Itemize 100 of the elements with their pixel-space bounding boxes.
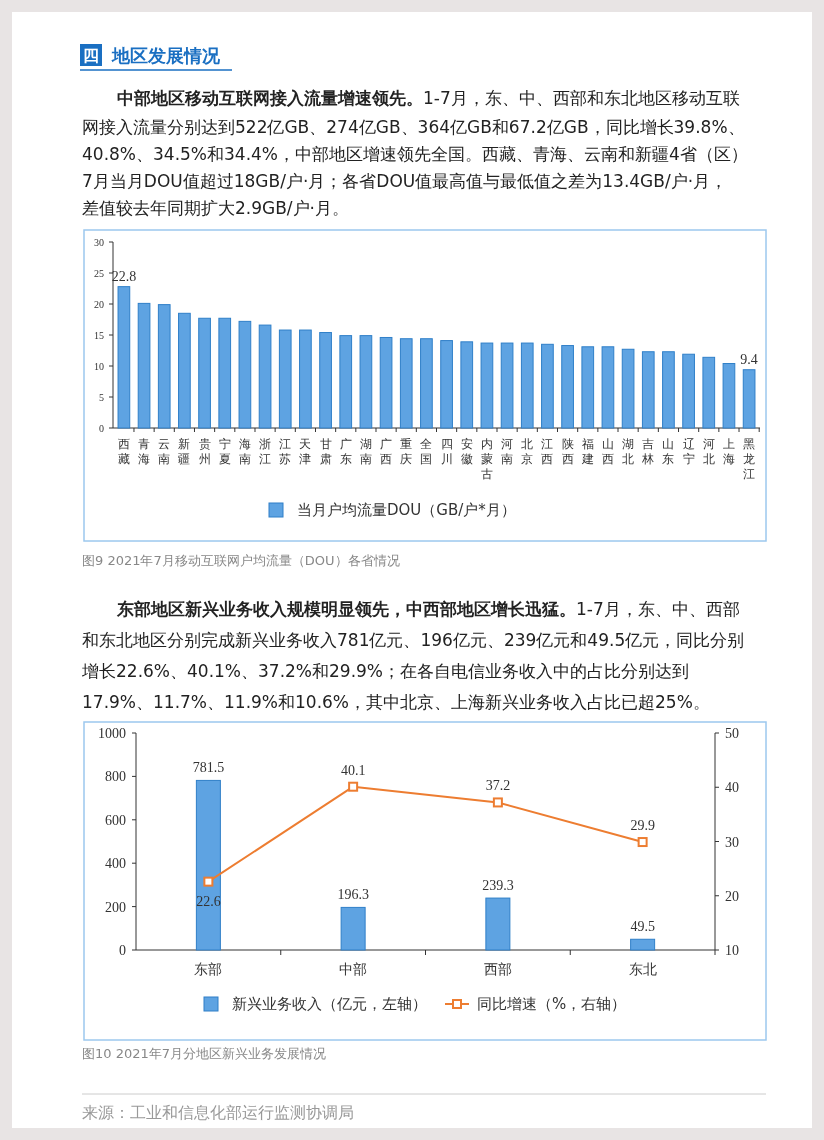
data-label: 22.6 — [196, 893, 221, 909]
data-label: 22.8 — [111, 268, 137, 284]
y-tick-label: 400 — [105, 856, 126, 872]
data-label: 49.5 — [630, 919, 655, 935]
legend-label: 新兴业务收入（亿元，左轴） — [232, 995, 427, 1013]
data-label: 781.5 — [192, 760, 225, 776]
data-label: 196.3 — [337, 887, 369, 903]
source-note: 来源：工业和信息化部运行监测协调局 — [82, 1103, 354, 1122]
bar — [561, 345, 574, 429]
text: 增长22.6%、40.1%、37.2%和29.9%；在各自电信业务收入中的占比分别达到 — [81, 661, 690, 681]
y-tick-label: 15 — [94, 330, 104, 341]
x-tick-label: 西部 — [483, 961, 512, 977]
y-tick-label: 0 — [119, 943, 126, 958]
bar — [630, 938, 656, 951]
x-tick-label: 东北 — [628, 961, 657, 977]
data-label: 37.2 — [485, 778, 511, 794]
data-label: 40.1 — [340, 762, 366, 778]
text: 图9 2021年7月移动互联网户均流量（DOU）各省情况 — [82, 553, 400, 568]
text: 差值较去年同期扩大2.9GB/户·月。 — [82, 198, 350, 218]
bar — [178, 312, 191, 429]
bar — [485, 897, 511, 951]
x-tick-label: 新疆 — [178, 437, 191, 466]
bar — [601, 346, 615, 429]
data-label: 9.4 — [740, 351, 758, 367]
x-tick-label: 东部 — [194, 961, 223, 977]
x-tick-label: 广东 — [339, 437, 352, 466]
x-tick-label: 内蒙古 — [480, 437, 493, 481]
bar — [195, 779, 221, 951]
bar — [722, 363, 736, 429]
point — [348, 781, 359, 792]
x-tick-label: 全国 — [420, 437, 433, 466]
x-tick-label: 山东 — [662, 437, 675, 466]
bar — [157, 304, 171, 429]
bar — [359, 335, 373, 429]
y2-tick-label: 10 — [725, 943, 739, 958]
x-tick-label: 湖北 — [622, 437, 635, 466]
text: 1-7月，东、中、西部和东北地区移动互联 — [423, 88, 740, 108]
x-tick-label: 河南 — [501, 437, 514, 466]
bar — [399, 338, 413, 429]
bar — [641, 351, 655, 429]
bar — [319, 332, 332, 429]
x-tick-label: 海南 — [238, 437, 251, 466]
y-tick-label: 30 — [94, 237, 104, 248]
bar — [198, 317, 211, 429]
text: 和东北地区分别完成新兴业务收入781亿元、196亿元、239亿元和49.5亿元，同比分别 — [82, 630, 745, 650]
text: 地区发展情况 — [111, 45, 221, 66]
y-tick-label: 0 — [99, 423, 104, 434]
x-tick-label: 广西 — [380, 437, 393, 466]
x-tick-label: 重庆 — [400, 437, 413, 466]
x-tick-label: 湖南 — [359, 437, 372, 466]
bar — [460, 341, 474, 429]
x-tick-label: 江西 — [541, 437, 554, 466]
text: 1-7月，东、中、西部 — [576, 599, 740, 619]
y2-tick-label: 40 — [725, 780, 739, 796]
y2-tick-label: 30 — [725, 834, 739, 850]
x-tick-label: 四川 — [440, 437, 453, 466]
bar — [702, 356, 716, 429]
x-tick-label: 西藏 — [117, 437, 130, 466]
text: 17.9%、11.7%、11.9%和10.6%，其中北京、上海新兴业务收入占比已超25%。 — [82, 692, 710, 712]
x-tick-label: 青海 — [138, 437, 151, 466]
x-tick-label: 山西 — [601, 437, 614, 466]
x-tick-label: 福建 — [580, 437, 594, 466]
data-label: 29.9 — [630, 818, 655, 834]
bar — [340, 906, 366, 951]
bar — [278, 329, 292, 429]
bar — [218, 317, 232, 429]
y-tick-label: 5 — [99, 392, 104, 403]
bar — [117, 286, 131, 429]
text: 东部地区新兴业务收入规模明显领先，中西部地区增长迅猛。 — [116, 599, 576, 619]
y2-tick-label: 50 — [725, 726, 739, 741]
bar — [480, 342, 494, 429]
x-tick-label: 云南 — [158, 437, 171, 466]
y-tick-label: 10 — [94, 361, 104, 372]
x-tick-label: 贵州 — [198, 437, 211, 466]
y2-tick-label: 20 — [725, 888, 739, 904]
bar — [662, 351, 675, 429]
x-tick-label: 宁夏 — [218, 437, 231, 466]
x-tick-label: 北京 — [521, 437, 534, 466]
bar — [742, 369, 756, 429]
bar — [682, 353, 695, 429]
bar — [520, 342, 534, 429]
y-tick-label: 200 — [105, 899, 126, 915]
legend-label: 当月户均流量DOU（GB/户*月） — [297, 501, 516, 519]
text: 图10 2021年7月分地区新兴业务发展情况 — [82, 1046, 327, 1061]
x-tick-label: 浙江 — [259, 437, 272, 466]
legend-label: 同比增速（%，右轴） — [477, 995, 627, 1013]
x-tick-label: 上海 — [722, 437, 735, 466]
bar — [420, 338, 433, 429]
point — [203, 876, 214, 887]
text: 网接入流量分别达到522亿GB、274亿GB、364亿GB和67.2亿GB，同比增长39.8%、 — [82, 117, 745, 137]
point — [637, 837, 648, 848]
y-tick-label: 800 — [105, 769, 126, 785]
text: 四 — [83, 46, 99, 65]
y-tick-label: 1000 — [98, 726, 126, 741]
y-tick-label: 600 — [105, 812, 126, 828]
x-tick-label: 天津 — [299, 437, 312, 466]
x-tick-label: 辽宁 — [682, 437, 695, 466]
x-tick-label: 吉林 — [641, 437, 655, 466]
x-tick-label: 江苏 — [279, 437, 292, 466]
bar — [258, 324, 272, 429]
